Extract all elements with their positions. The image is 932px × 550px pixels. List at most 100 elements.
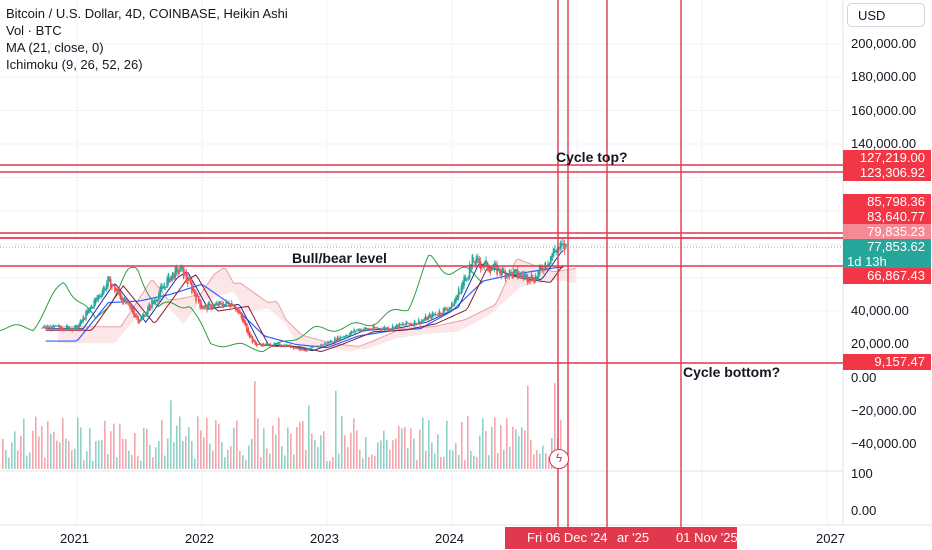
candle-body [391, 325, 394, 330]
candle-body [158, 293, 160, 301]
candle-body [497, 267, 500, 270]
candle-body [240, 312, 243, 318]
candle-body [54, 325, 57, 327]
candle-body [93, 299, 96, 308]
candle-body [222, 304, 225, 308]
candle-body [94, 298, 97, 304]
candle-body [169, 278, 171, 283]
candle-body [401, 323, 404, 325]
candle-body [125, 299, 127, 304]
candle-body [426, 317, 428, 321]
candle-body [87, 308, 90, 313]
candle-body [453, 300, 456, 306]
volume-bar [266, 448, 268, 469]
volume-bar [230, 446, 232, 469]
candle-body [404, 324, 406, 326]
candle-body [395, 324, 398, 328]
candle-body [241, 315, 244, 322]
candle-body [291, 346, 294, 348]
candle-body [412, 324, 415, 326]
candle-body [258, 343, 261, 345]
lightning-icon[interactable]: ϟ [549, 449, 569, 469]
ichimoku-span-a [58, 258, 576, 347]
candle-body [122, 298, 124, 305]
candle-body [562, 243, 564, 245]
volume-bar [527, 385, 529, 469]
volume-bar [377, 442, 379, 469]
candle-body [419, 321, 421, 325]
price-tick-label: 40,000.00 [851, 303, 909, 318]
volume-bar [443, 456, 445, 469]
volume-bar [236, 420, 238, 469]
candle-body [519, 273, 522, 276]
candle-body [270, 345, 273, 347]
volume-bar [329, 460, 331, 469]
volume-bar [431, 442, 433, 469]
candle-body [53, 325, 56, 327]
candle-body [184, 272, 186, 274]
candle-body [104, 289, 107, 291]
candle-body [537, 271, 540, 278]
candle-body [423, 319, 426, 321]
candle-body [424, 315, 427, 321]
volume-bar [398, 425, 400, 469]
candle-body [310, 347, 313, 349]
volume-bar [404, 426, 406, 469]
candle-body [233, 305, 236, 308]
candle-body [60, 326, 63, 331]
volume-bar [542, 445, 544, 469]
price-badge-level: 83,640.77 [843, 209, 931, 225]
candle-body [251, 335, 254, 343]
candle-body [444, 307, 446, 311]
price-tick-label: 180,000.00 [851, 69, 917, 84]
candle-body [219, 302, 222, 304]
ichimoku-conversion-line [45, 250, 564, 352]
volume-bar [128, 450, 130, 469]
candle-body [97, 295, 100, 300]
volume-bar [209, 443, 211, 469]
volume-bar [458, 454, 460, 469]
candle-body [178, 271, 181, 273]
candle-body [114, 285, 116, 292]
candle-body [361, 329, 364, 332]
candle-body [472, 261, 475, 263]
candle-body [420, 320, 423, 323]
candle-body [439, 312, 442, 315]
candlesticks [41, 239, 567, 352]
candle-body [261, 344, 263, 347]
volume-bar [152, 457, 154, 469]
volume-bar [158, 441, 160, 469]
candle-body [164, 286, 167, 288]
candle-body [510, 271, 512, 274]
volume-bar [239, 450, 241, 469]
volume-bar [554, 383, 556, 469]
candle-body [325, 343, 328, 345]
candle-body [138, 319, 141, 323]
candle-body [353, 329, 355, 333]
candle-body [314, 345, 317, 347]
volume-bar [89, 427, 91, 469]
volume-bar [137, 456, 139, 469]
volume-bar [173, 442, 175, 469]
currency-button[interactable]: USD [847, 3, 925, 27]
candle-body [82, 316, 85, 322]
candle-body [129, 302, 131, 308]
volume-bar [332, 457, 334, 469]
volume-bar [467, 416, 469, 469]
candle-body [380, 328, 383, 331]
candle-body [193, 289, 196, 296]
volume-bar [14, 431, 16, 469]
candle-body [254, 340, 256, 345]
indicator-lines [0, 250, 564, 353]
candle-body [221, 302, 223, 306]
volume-bar [233, 427, 235, 469]
candle-body [523, 274, 526, 277]
candle-body [485, 259, 487, 264]
candle-body [280, 344, 283, 347]
candle-body [152, 301, 155, 304]
candle-body [225, 300, 228, 305]
candle-body [140, 317, 142, 322]
candle-body [452, 305, 454, 307]
candle-body [346, 335, 349, 337]
